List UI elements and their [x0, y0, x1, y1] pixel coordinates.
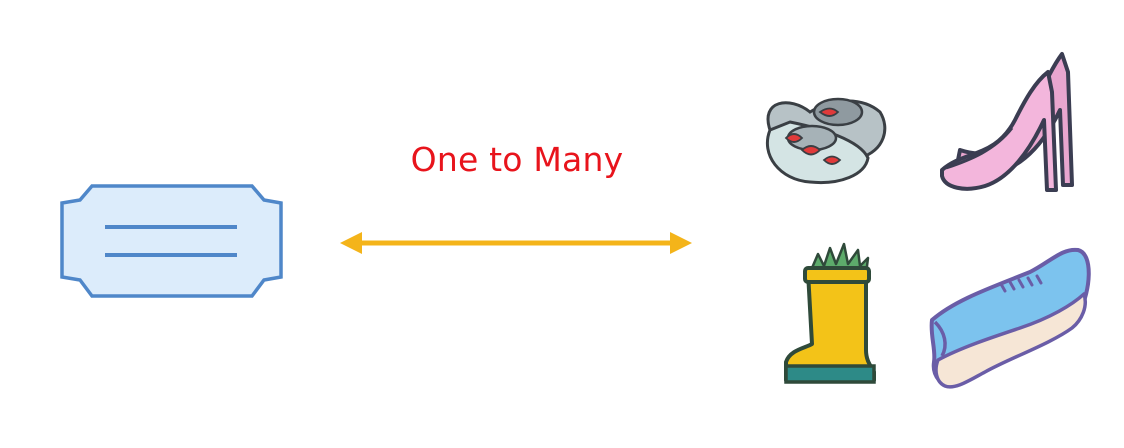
double-arrow [340, 232, 692, 254]
relation-label: One to Many [410, 140, 624, 179]
sneaker-icon [929, 247, 1091, 389]
high-heel-icon [940, 52, 1074, 192]
baby-shoes-icon [765, 97, 887, 185]
tag-icon [60, 184, 283, 298]
rain-boot-icon [784, 242, 876, 384]
